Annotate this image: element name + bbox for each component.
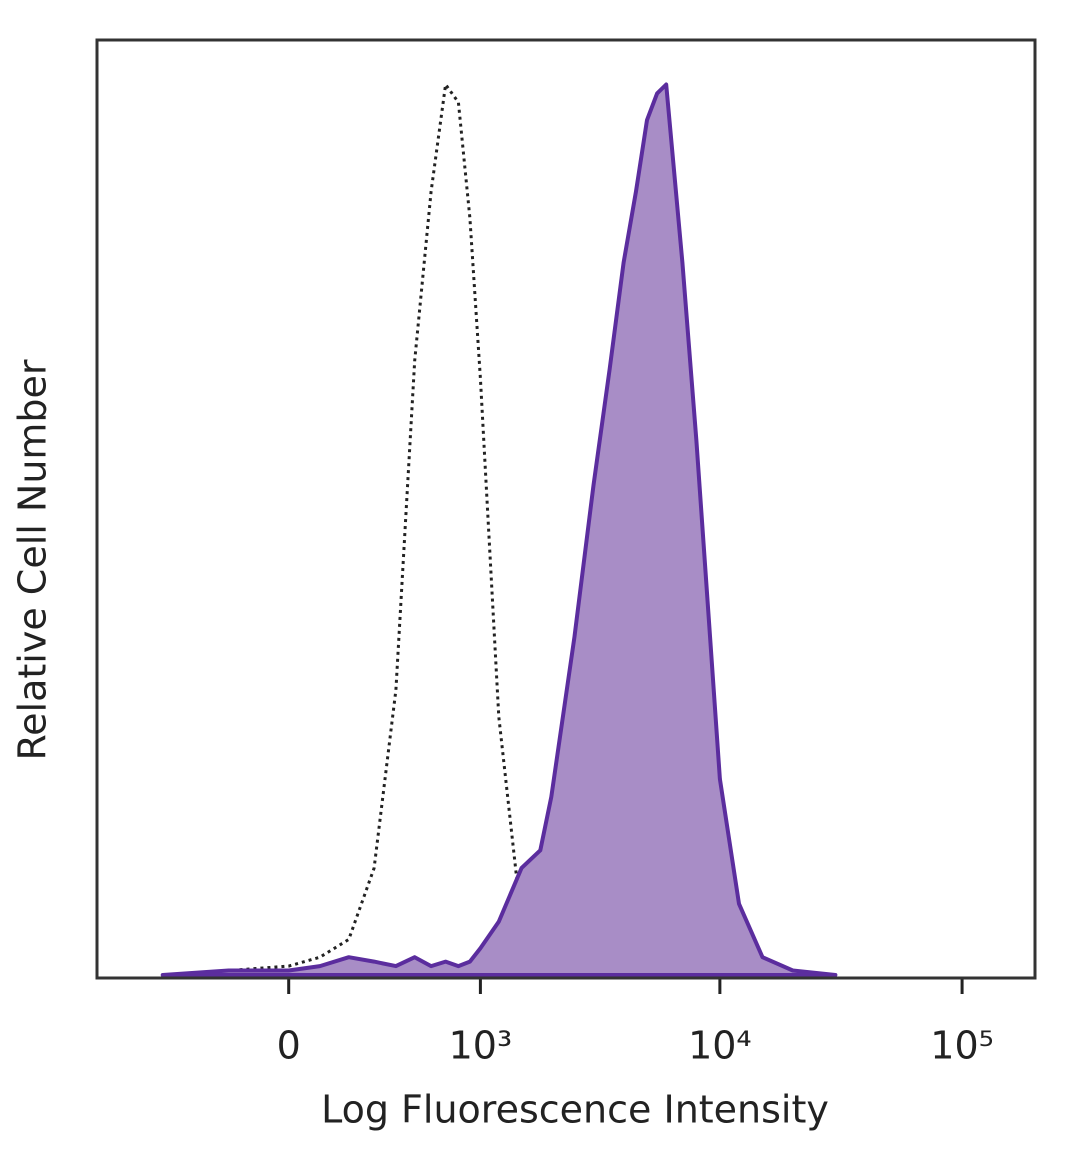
plot-frame <box>95 38 1037 980</box>
y-axis-label: Relative Cell Number <box>11 359 55 760</box>
x-axis-label: Log Fluorescence Intensity <box>321 1088 829 1132</box>
x-tick-label: 0 <box>277 1024 301 1068</box>
x-tick-label: 10³ <box>449 1024 513 1068</box>
x-tick-label: 10⁵ <box>930 1024 994 1068</box>
histogram-area <box>160 82 838 977</box>
x-tick-label: 10⁴ <box>688 1024 752 1068</box>
histogram-line <box>162 80 836 977</box>
